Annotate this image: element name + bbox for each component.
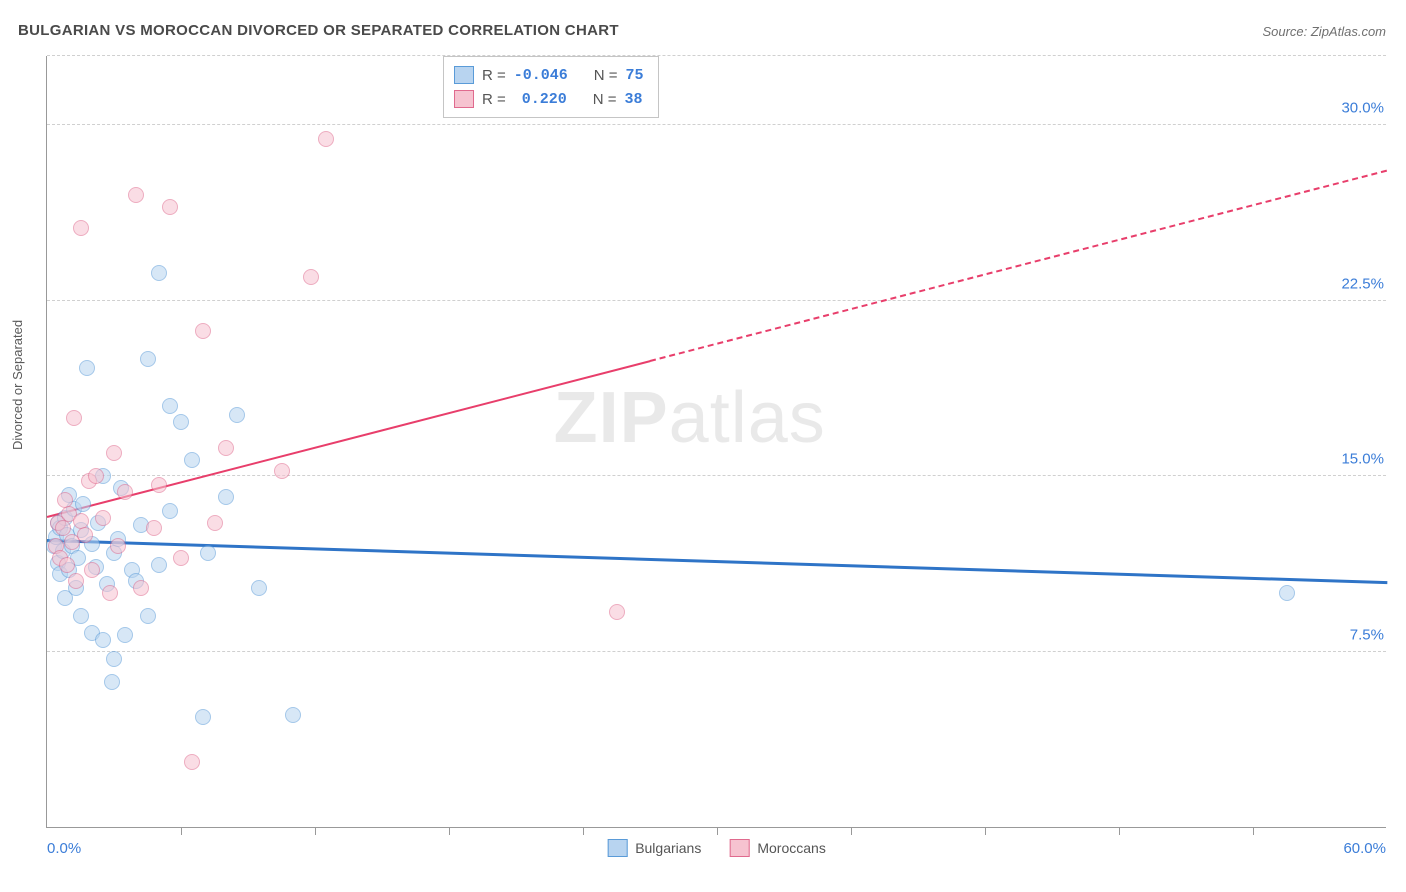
x-tick [851, 827, 852, 835]
y-tick-label: 7.5% [1346, 626, 1388, 643]
correlation-legend: R = -0.046 N = 75 R = 0.220 N = 38 [443, 56, 659, 118]
data-point [95, 632, 111, 648]
data-point [173, 550, 189, 566]
swatch-icon [607, 839, 627, 857]
data-point [162, 199, 178, 215]
data-point [59, 557, 75, 573]
data-point [106, 445, 122, 461]
data-point [195, 323, 211, 339]
gridline [47, 475, 1386, 476]
data-point [117, 627, 133, 643]
x-tick [985, 827, 986, 835]
data-point [173, 414, 189, 430]
data-point [151, 557, 167, 573]
data-point [318, 131, 334, 147]
series-legend: Bulgarians Moroccans [607, 839, 826, 857]
data-point [303, 269, 319, 285]
n-label: N = [593, 91, 617, 108]
r-label: R = [482, 67, 506, 84]
swatch-icon [729, 839, 749, 857]
gridline [47, 300, 1386, 301]
r-label: R = [482, 91, 506, 108]
swatch-icon [454, 90, 474, 108]
legend-item: Moroccans [729, 839, 825, 857]
data-point [151, 265, 167, 281]
swatch-icon [454, 66, 474, 84]
r-value: -0.046 [514, 67, 568, 84]
data-point [133, 580, 149, 596]
data-point [274, 463, 290, 479]
x-axis-max-label: 60.0% [1343, 840, 1386, 857]
legend-item-label: Moroccans [757, 840, 825, 856]
data-point [162, 398, 178, 414]
n-value: 75 [626, 67, 644, 84]
data-point [73, 608, 89, 624]
y-axis-label: Divorced or Separated [10, 320, 25, 450]
data-point [146, 520, 162, 536]
data-point [251, 580, 267, 596]
n-label: N = [594, 67, 618, 84]
data-point [66, 410, 82, 426]
data-point [106, 651, 122, 667]
data-point [95, 510, 111, 526]
data-point [195, 709, 211, 725]
data-point [140, 351, 156, 367]
gridline [47, 55, 1386, 56]
x-tick [1119, 827, 1120, 835]
x-tick [315, 827, 316, 835]
scatter-plot: ZIPatlas R = -0.046 N = 75 R = 0.220 N =… [46, 56, 1386, 828]
y-tick-label: 15.0% [1337, 451, 1388, 468]
data-point [104, 674, 120, 690]
data-point [162, 503, 178, 519]
x-tick [583, 827, 584, 835]
data-point [207, 515, 223, 531]
data-point [77, 527, 93, 543]
x-tick [449, 827, 450, 835]
r-value: 0.220 [514, 91, 567, 108]
x-tick [717, 827, 718, 835]
data-point [79, 360, 95, 376]
data-point [88, 468, 104, 484]
y-tick-label: 22.5% [1337, 275, 1388, 292]
chart-title: BULGARIAN VS MOROCCAN DIVORCED OR SEPARA… [18, 22, 619, 39]
data-point [184, 754, 200, 770]
data-point [110, 538, 126, 554]
data-point [117, 484, 133, 500]
x-axis-min-label: 0.0% [47, 840, 81, 857]
legend-row: R = 0.220 N = 38 [454, 87, 644, 111]
gridline [47, 651, 1386, 652]
data-point [229, 407, 245, 423]
trend-line [47, 539, 1387, 584]
legend-item-label: Bulgarians [635, 840, 701, 856]
data-point [218, 489, 234, 505]
legend-row: R = -0.046 N = 75 [454, 63, 644, 87]
gridline [47, 124, 1386, 125]
data-point [75, 496, 91, 512]
data-point [68, 573, 84, 589]
data-point [285, 707, 301, 723]
watermark: ZIPatlas [554, 377, 826, 459]
trend-line [650, 170, 1387, 362]
data-point [184, 452, 200, 468]
n-value: 38 [625, 91, 643, 108]
data-point [609, 604, 625, 620]
data-point [102, 585, 118, 601]
data-point [128, 187, 144, 203]
data-point [1279, 585, 1295, 601]
legend-item: Bulgarians [607, 839, 701, 857]
x-tick [181, 827, 182, 835]
data-point [84, 562, 100, 578]
x-tick [1253, 827, 1254, 835]
data-point [73, 220, 89, 236]
data-point [200, 545, 216, 561]
data-point [140, 608, 156, 624]
data-point [151, 477, 167, 493]
source-label: Source: ZipAtlas.com [1262, 24, 1386, 39]
data-point [218, 440, 234, 456]
y-tick-label: 30.0% [1337, 100, 1388, 117]
